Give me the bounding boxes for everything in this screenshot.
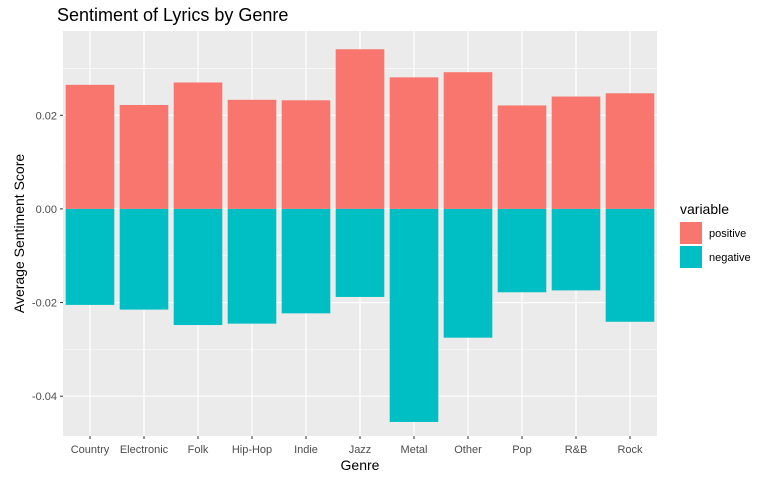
bar-negative-other — [443, 208, 493, 338]
chart-title: Sentiment of Lyrics by Genre — [57, 5, 288, 25]
x-tick-label: Country — [71, 444, 110, 456]
x-tick-label: Pop — [512, 444, 532, 456]
x-tick-label: Other — [454, 444, 482, 456]
legend-swatch-positive — [680, 222, 702, 244]
bar-positive-folk — [173, 82, 223, 209]
x-tick-label: Indie — [294, 444, 318, 456]
bar-negative-electronic — [119, 208, 169, 310]
y-axis-ticks: 0.02 0.00 -0.02 -0.04 — [32, 110, 63, 403]
y-tick-label: -0.04 — [32, 391, 57, 403]
bar-negative-pop — [497, 208, 547, 293]
x-axis-ticks: Country Electronic Folk Hip-Hop Indie Jazz Met… — [71, 436, 643, 456]
bar-negative-folk — [173, 208, 223, 326]
bar-negative-country — [65, 208, 115, 305]
y-tick-label: -0.02 — [32, 298, 57, 310]
bar-positive-r-b — [551, 96, 601, 209]
x-tick-label: Hip-Hop — [232, 444, 272, 456]
bar-positive-jazz — [335, 49, 385, 209]
bar-positive-rock — [605, 93, 655, 209]
bar-negative-r-b — [551, 208, 601, 291]
x-axis-title: Genre — [341, 457, 380, 473]
bar-positive-metal — [389, 77, 439, 209]
bar-positive-indie — [281, 100, 331, 209]
bar-positive-pop — [497, 105, 547, 209]
x-tick-label: Folk — [188, 444, 209, 456]
x-tick-label: Electronic — [120, 444, 169, 456]
bar-negative-indie — [281, 208, 331, 314]
x-tick-label: Jazz — [349, 444, 372, 456]
bar-negative-hip-hop — [227, 208, 277, 324]
bar-positive-hip-hop — [227, 99, 277, 209]
legend-label-negative: negative — [709, 252, 751, 264]
legend-swatch-negative — [680, 246, 702, 268]
bar-negative-jazz — [335, 208, 385, 297]
bar-positive-other — [443, 72, 493, 209]
bar-positive-country — [65, 84, 115, 209]
x-tick-label: R&B — [565, 444, 588, 456]
y-axis-title: Average Sentiment Score — [11, 154, 27, 313]
bar-positive-electronic — [119, 104, 169, 209]
legend-title: variable — [680, 201, 729, 217]
legend-label-positive: positive — [709, 228, 746, 240]
bars — [65, 49, 655, 422]
x-tick-label: Rock — [617, 444, 643, 456]
bar-negative-metal — [389, 208, 439, 422]
legend: variable positive negative — [680, 201, 751, 268]
x-tick-label: Metal — [401, 444, 428, 456]
y-tick-label: 0.00 — [36, 204, 57, 216]
bar-negative-rock — [605, 208, 655, 322]
y-tick-label: 0.02 — [36, 110, 57, 122]
